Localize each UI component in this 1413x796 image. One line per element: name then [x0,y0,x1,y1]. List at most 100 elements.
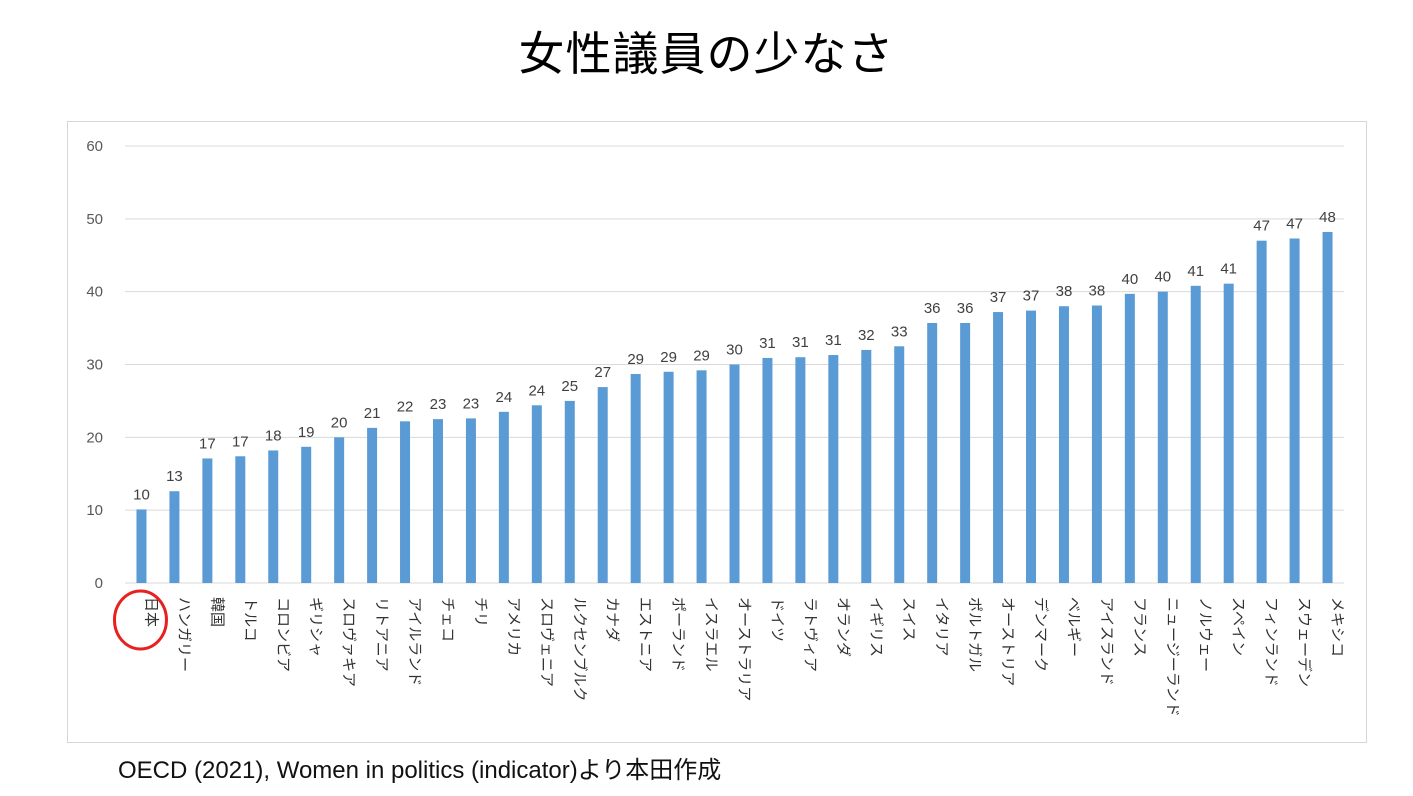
y-tick-label: 50 [86,211,103,228]
y-tick-label: 0 [95,575,103,592]
category-label: スロヴェニア [538,597,556,687]
data-label: 29 [660,349,677,366]
data-label: 41 [1220,261,1237,278]
bar [795,357,806,583]
bar [993,312,1004,583]
bar [465,418,476,583]
data-label: 13 [166,468,183,485]
y-tick-label: 30 [86,357,103,374]
y-tick-label: 60 [86,138,103,155]
bar [432,419,443,583]
bar [597,387,608,583]
data-label: 37 [1023,288,1040,305]
category-label: ギリシャ [307,597,325,657]
data-label: 23 [430,396,447,413]
bar [1289,238,1300,583]
bar [927,322,938,583]
data-label: 36 [924,300,941,317]
data-label: 21 [364,405,381,422]
bar [202,458,213,583]
data-label: 33 [891,323,908,340]
bar [1124,293,1135,583]
category-label: ポーランド [670,597,688,672]
data-label: 10 [133,486,150,503]
data-label: 27 [594,364,611,381]
source-note: OECD (2021), Women in politics (indicato… [118,757,722,784]
category-label: ベルギー [1065,597,1083,657]
category-label: ルクセンブルク [571,597,589,702]
category-label: イギリス [867,597,885,657]
bar [367,427,378,583]
data-label: 23 [463,395,480,412]
category-label: フィンランド [1263,597,1281,687]
bar [663,371,674,583]
category-label: デンマーク [1032,597,1050,672]
bar [400,421,411,583]
bar [268,450,279,583]
data-label: 20 [331,414,348,431]
data-label: 31 [825,332,842,349]
data-label: 47 [1253,218,1270,235]
category-label: アイスランド [1098,597,1116,686]
category-label: オーストラリア [736,597,754,701]
category-label: リトアニア [373,597,391,672]
data-label: 30 [726,342,743,359]
bar [960,322,971,583]
data-label: 32 [858,327,875,344]
chart-frame: 0 10 20 30 40 50 60 10 日本 13 ハンガリー 17 韓国 17 トルコ 18 コロンビア… [67,121,1367,743]
bar [1157,291,1168,583]
data-label: 17 [232,433,249,450]
category-label: チェコ [439,597,457,642]
category-label: ニュージーランド [1164,597,1182,717]
bar [696,370,707,583]
data-label: 19 [298,424,315,441]
bar [301,446,312,583]
highlight-circle [112,589,168,651]
category-label: メキシコ [1329,597,1347,657]
bar [630,373,641,583]
bar [1058,306,1069,583]
data-label: 41 [1187,263,1204,280]
category-label: スロヴァキア [340,597,358,687]
data-label: 37 [990,289,1007,306]
category-label: オーストリア [999,597,1017,686]
category-label: トルコ [241,597,259,642]
data-label: 24 [496,389,513,406]
category-label: コロンビア [274,597,292,672]
data-label: 38 [1089,283,1106,300]
data-label: 29 [627,351,644,368]
category-label: チリ [472,597,490,627]
bar [235,456,246,583]
y-tick-label: 20 [86,429,103,446]
category-label: ラトヴィア [801,597,819,672]
bar [1322,231,1333,583]
bar [1091,305,1102,583]
data-label: 17 [199,435,216,452]
category-label: ポルトガル [966,597,984,672]
bar [729,364,740,583]
slide-title: 女性議員の少なさ [518,27,895,81]
data-label: 29 [693,347,710,364]
category-label: アイルランド [406,597,424,686]
bar [1026,310,1037,583]
category-label: ハンガリー [175,597,193,672]
category-label: イタリア [933,597,951,656]
data-label: 31 [759,335,776,352]
bar [828,355,839,583]
bar [1190,285,1201,583]
bar [762,357,773,583]
data-label: 38 [1056,283,1073,300]
category-label: エストニア [637,597,655,672]
category-label: ドイツ [768,597,786,642]
bar [1256,240,1267,583]
category-label: アメリカ [505,597,523,656]
bar [531,405,542,583]
data-label: 18 [265,427,282,444]
y-tick-label: 40 [86,284,103,301]
data-label: 25 [561,378,578,395]
y-tick-label: 10 [86,502,103,519]
category-label: カナダ [604,597,622,642]
bar [498,411,509,583]
data-label: 47 [1286,215,1303,232]
category-label: 日本 [142,597,160,627]
